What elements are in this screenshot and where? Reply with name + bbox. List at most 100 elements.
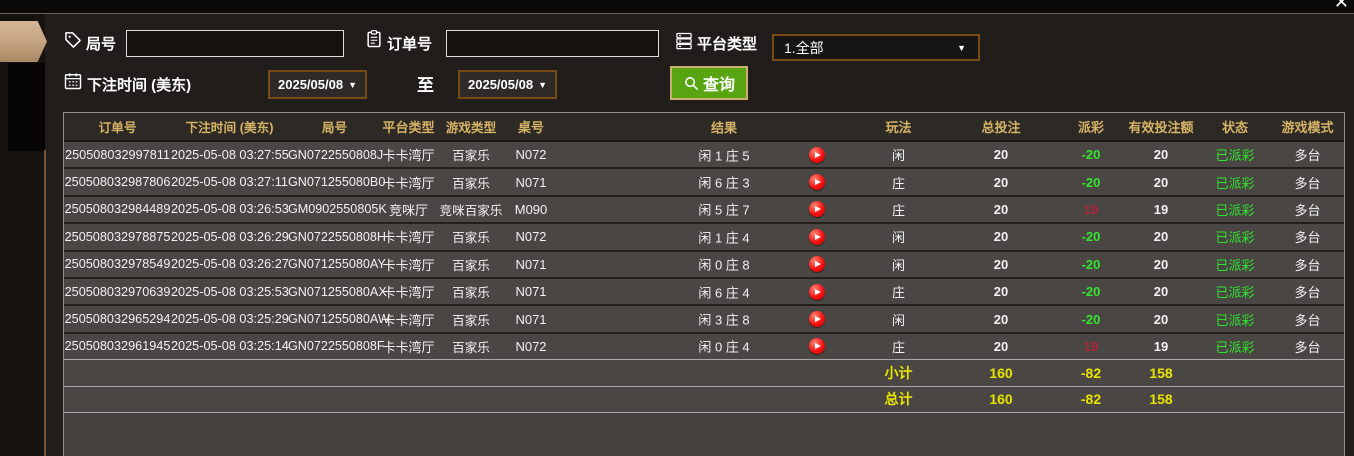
calendar-icon	[64, 73, 82, 90]
total-bet-cell: 20	[993, 174, 1009, 190]
total-bet-cell: 20	[993, 256, 1009, 272]
table-row: 250508032997811 2025-05-08 03:27:55 GN07…	[64, 142, 1344, 170]
grandtotal-valid-bet: 158	[1149, 391, 1173, 408]
date-from-value: 2025/05/08	[278, 77, 344, 92]
result-text: 闲 3 庄 8	[698, 312, 750, 328]
valid-bet-cell: 20	[1153, 256, 1169, 272]
game-type-cell: 百家乐	[452, 286, 490, 301]
payout-cell: -20	[1081, 256, 1101, 272]
subtotal-label: 小计	[884, 364, 913, 381]
platform-type-select[interactable]: 1.全部 ▼	[772, 34, 980, 61]
header-total-bet: 总投注	[981, 120, 1021, 135]
total-bet-cell: 20	[993, 147, 1009, 163]
total-bet-cell: 20	[993, 311, 1009, 327]
result-text: 闲 6 庄 4	[698, 285, 750, 301]
play-cell: 闲	[891, 230, 905, 246]
panel-edge-line	[44, 150, 46, 456]
tag-icon	[65, 32, 81, 48]
bet-time-cell: 2025-05-08 03:25:29	[171, 312, 289, 327]
close-icon[interactable]: ✕	[1333, 0, 1349, 12]
play-replay-icon[interactable]	[809, 228, 825, 245]
order-no-cell: 250508032978875	[64, 229, 171, 244]
game-type-cell: 竞咪百家乐	[439, 203, 503, 218]
grandtotal-row: 总计 160 -82 158	[64, 385, 1344, 414]
order-no-input[interactable]	[446, 30, 659, 57]
status-cell: 已派彩	[1215, 257, 1255, 273]
play-cell: 庄	[891, 339, 905, 355]
table-body: 250508032997811 2025-05-08 03:27:55 GN07…	[64, 142, 1344, 360]
header-platform: 平台类型	[382, 120, 435, 135]
game-type-cell: 百家乐	[452, 313, 490, 328]
date-to-picker[interactable]: 2025/05/08 ▼	[458, 70, 557, 99]
order-no-cell: 250508032970639	[64, 284, 171, 299]
bet-time-cell: 2025-05-08 03:25:14	[171, 339, 289, 354]
order-no-label: 订单号	[387, 36, 433, 53]
table-no-cell: N072	[515, 338, 547, 354]
table-row: 250508032987806 2025-05-08 03:27:11 GN07…	[64, 169, 1344, 197]
game-type-cell: 百家乐	[452, 340, 490, 355]
play-replay-icon[interactable]	[809, 338, 825, 355]
valid-bet-cell: 20	[1153, 229, 1169, 245]
payout-cell: -20	[1081, 284, 1101, 300]
header-mode: 游戏模式	[1281, 120, 1334, 135]
round-no-label: 局号	[86, 36, 117, 53]
mode-cell: 多台	[1294, 230, 1321, 246]
platform-type-label: 平台类型	[697, 36, 758, 53]
result-cell: 闲 1 庄 4	[556, 224, 856, 249]
search-button[interactable]: 查询	[670, 66, 748, 100]
result-text: 闲 0 庄 8	[698, 257, 750, 273]
play-replay-icon[interactable]	[809, 146, 825, 163]
subtotal-valid-bet: 158	[1149, 364, 1173, 381]
header-valid-bet: 有效投注额	[1128, 120, 1194, 135]
subtotal-row: 小计 160 -82 158	[64, 359, 1344, 386]
round-no-input[interactable]	[126, 30, 344, 57]
header-status: 状态	[1221, 120, 1248, 135]
mode-cell: 多台	[1294, 148, 1321, 164]
mode-cell: 多台	[1294, 257, 1321, 273]
result-cell: 闲 0 庄 8	[556, 252, 856, 277]
chevron-down-icon: ▼	[538, 79, 547, 90]
side-tab[interactable]	[0, 21, 47, 62]
valid-bet-cell: 20	[1153, 174, 1169, 190]
table-no-cell: N071	[515, 311, 547, 327]
result-text: 闲 0 庄 4	[698, 339, 750, 355]
platform-type-value: 1.全部	[784, 39, 824, 56]
play-replay-icon[interactable]	[809, 201, 825, 218]
order-no-cell: 250508032997811	[65, 147, 170, 162]
header-game-type: 游戏类型	[445, 121, 497, 135]
play-replay-icon[interactable]	[809, 311, 825, 328]
platform-cell: 卡卡湾厅	[382, 339, 435, 355]
result-text: 闲 6 庄 3	[698, 175, 750, 191]
total-bet-cell: 20	[993, 201, 1009, 217]
table-row: 250508032970639 2025-05-08 03:25:53 GN07…	[64, 278, 1344, 307]
clipboard-icon	[367, 30, 381, 48]
play-replay-icon[interactable]	[809, 174, 825, 191]
valid-bet-cell: 20	[1153, 284, 1169, 300]
round-no-cell: GN0722550808J	[288, 147, 384, 162]
header-result: 结果	[710, 120, 738, 135]
table-no-cell: M090	[514, 201, 548, 217]
search-icon	[685, 76, 698, 90]
mode-cell: 多台	[1294, 339, 1321, 355]
order-no-cell: 250508032965294	[64, 312, 171, 327]
date-from-picker[interactable]: 2025/05/08 ▼	[268, 70, 367, 99]
round-no-cell: GN071255080AW	[288, 312, 390, 327]
play-replay-icon[interactable]	[809, 256, 825, 273]
result-cell: 闲 5 庄 7	[556, 197, 856, 222]
table-row: 250508032965294 2025-05-08 03:25:29 GN07…	[64, 306, 1344, 334]
top-bar: ✕	[0, 0, 1354, 14]
search-button-label: 查询	[702, 77, 735, 94]
game-type-cell: 百家乐	[452, 231, 490, 246]
table-no-cell: N072	[515, 229, 547, 245]
platform-cell: 卡卡湾厅	[382, 175, 435, 191]
chevron-down-icon: ▼	[957, 42, 966, 53]
play-replay-icon[interactable]	[809, 283, 825, 300]
result-text: 闲 5 庄 7	[698, 202, 750, 218]
subtotal-total-bet: 160	[989, 364, 1013, 381]
date-to-value: 2025/05/08	[468, 77, 534, 92]
payout-cell: -20	[1081, 147, 1101, 163]
status-cell: 已派彩	[1215, 202, 1255, 218]
play-cell: 闲	[891, 312, 905, 328]
order-no-cell: 250508032978549	[64, 257, 171, 272]
platform-cell: 卡卡湾厅	[382, 230, 435, 246]
